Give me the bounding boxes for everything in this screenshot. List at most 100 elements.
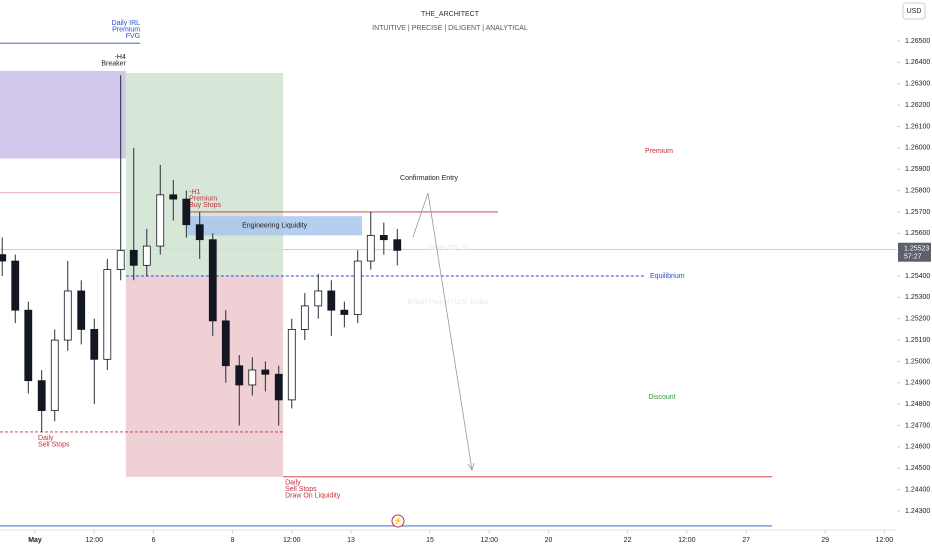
- annotation-label: FVG: [126, 33, 140, 40]
- annotation-label: Daily: [38, 435, 54, 442]
- premium-label: Premium: [645, 148, 673, 155]
- candle-body: [77, 290, 86, 330]
- last-price-tag: [898, 242, 931, 262]
- chart-title: THE_ARCHITECT: [421, 11, 480, 18]
- candle-body: [0, 254, 7, 262]
- y-tick-label: 1.26400: [905, 59, 930, 66]
- annotation-label: Draw On Liquidity: [285, 493, 341, 500]
- candle-body: [90, 329, 99, 360]
- x-tick-label: 15: [426, 537, 434, 544]
- entry-arrow: [412, 192, 473, 471]
- annotation-label: Daily IRL: [112, 20, 141, 27]
- x-tick-label: 12:00: [283, 537, 301, 544]
- y-tick-label: 1.24400: [905, 486, 930, 493]
- x-tick-label: 13: [347, 537, 355, 544]
- x-tick-label: 6: [152, 537, 156, 544]
- watermark: GBPUSD, 1h: [427, 245, 468, 252]
- zone: [125, 276, 284, 477]
- watermark-subtitle: British Pound / U.S. Dollar: [407, 299, 489, 306]
- y-tick-label: 1.24500: [905, 465, 930, 472]
- candle-body: [182, 198, 191, 226]
- x-tick-label: 12:00: [481, 537, 499, 544]
- annotation-label: Premium: [112, 26, 140, 33]
- candle-body: [300, 305, 309, 330]
- candle-body: [221, 320, 230, 367]
- candle-body: [195, 224, 204, 241]
- candle-body: [103, 269, 112, 360]
- annotation-label: Engineering Liquidity: [242, 223, 307, 230]
- candle-body: [393, 239, 402, 251]
- annotation-label: Breaker: [101, 60, 126, 67]
- currency: USD: [907, 8, 922, 15]
- y-tick-label: 1.25200: [905, 316, 930, 323]
- annotation-label: Sell Stops: [38, 441, 70, 448]
- y-tick-label: 1.26100: [905, 123, 930, 130]
- x-tick-label: 8: [231, 537, 235, 544]
- y-tick-label: 1.25000: [905, 358, 930, 365]
- candle-body: [50, 339, 59, 411]
- candle-body: [235, 365, 244, 386]
- y-tick-label: 1.24600: [905, 444, 930, 451]
- annotation-label: Buy Stops: [189, 202, 221, 209]
- candle-body: [208, 239, 217, 322]
- y-tick-label: 1.25300: [905, 294, 930, 301]
- candle-body: [327, 290, 336, 311]
- annotation-label: -H4: [115, 54, 126, 61]
- candle-body: [366, 235, 375, 262]
- x-tick-label: 27: [742, 537, 750, 544]
- zone: [187, 216, 363, 236]
- y-tick-label: 1.24800: [905, 401, 930, 408]
- x-tick-label: 29: [821, 537, 829, 544]
- y-tick-label: 1.26000: [905, 145, 930, 152]
- zone: [0, 70, 126, 159]
- candle-body: [261, 369, 270, 375]
- candle-body: [287, 329, 296, 401]
- arrow-head: [467, 462, 475, 471]
- candle-body: [116, 249, 125, 270]
- annotation-label: Equilibrium: [650, 273, 685, 280]
- price-axis: [897, 0, 932, 550]
- last-price-label: 1.25523: [904, 246, 929, 253]
- y-tick-label: 1.25600: [905, 230, 930, 237]
- events-icon-glyph: ⚡: [394, 516, 403, 525]
- x-tick-label: May: [28, 537, 42, 544]
- chart-subtitle: INTUITIVE | PRECISE | DILIGENT | ANALYTI…: [372, 25, 528, 32]
- y-tick-label: 1.26300: [905, 81, 930, 88]
- annotation-label: Premium: [189, 195, 217, 202]
- y-tick-label: 1.25400: [905, 273, 930, 280]
- candle-body: [63, 290, 72, 341]
- annotation-label: Daily: [285, 480, 301, 487]
- annotation-label: -H1: [189, 189, 200, 196]
- countdown: 57:27: [904, 254, 922, 261]
- y-tick-label: 1.26500: [905, 38, 930, 45]
- candle-body: [169, 194, 178, 200]
- y-tick-label: 1.24300: [905, 508, 930, 515]
- candle-body: [248, 369, 257, 386]
- candle-body: [379, 235, 388, 241]
- candle-body: [353, 260, 362, 315]
- annotation-label: Sell Stops: [285, 486, 317, 493]
- x-tick-label: 12:00: [85, 537, 103, 544]
- candle-body: [11, 260, 20, 311]
- y-tick-label: 1.26200: [905, 102, 930, 109]
- candle-body: [314, 290, 323, 307]
- candle-body: [129, 249, 138, 266]
- y-tick-label: 1.24900: [905, 380, 930, 387]
- candle-body: [156, 194, 165, 247]
- candle-body: [142, 245, 151, 266]
- x-tick-label: 12:00: [876, 537, 894, 544]
- x-tick-label: 22: [624, 537, 632, 544]
- y-tick-label: 1.24700: [905, 422, 930, 429]
- y-tick-label: 1.25800: [905, 187, 930, 194]
- entry-label: Confirmation Entry: [400, 175, 458, 182]
- x-tick-label: 20: [545, 537, 553, 544]
- candle-body: [24, 309, 33, 382]
- discount-label: Discount: [648, 394, 675, 401]
- zone: [125, 73, 284, 277]
- currency-button[interactable]: [902, 2, 926, 20]
- y-tick-label: 1.25700: [905, 209, 930, 216]
- events-icon[interactable]: [391, 514, 405, 528]
- candle-body: [274, 373, 283, 401]
- x-tick-label: 12:00: [678, 537, 696, 544]
